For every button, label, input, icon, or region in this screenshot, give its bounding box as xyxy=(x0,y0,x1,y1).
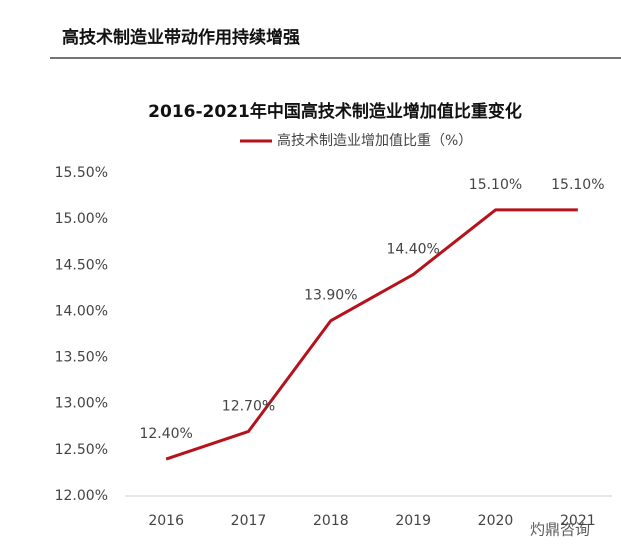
data-label: 15.10% xyxy=(469,177,522,193)
data-label: 13.90% xyxy=(304,288,357,304)
x-tick-label: 2021 xyxy=(560,513,596,529)
data-line xyxy=(165,208,578,461)
y-tick-label: 14.00% xyxy=(55,303,108,319)
y-tick-label: 14.50% xyxy=(55,257,108,273)
data-label: 12.40% xyxy=(139,426,192,442)
x-tick-label: 2020 xyxy=(478,513,514,529)
data-label: 15.10% xyxy=(551,177,604,193)
x-tick-label: 2019 xyxy=(395,513,431,529)
section-title: 高技术制造业带动作用持续增强 xyxy=(62,27,300,48)
y-tick-label: 15.00% xyxy=(55,211,108,227)
x-tick-label: 2016 xyxy=(148,513,184,529)
y-tick-label: 13.50% xyxy=(55,350,108,366)
data-label: 14.40% xyxy=(386,242,439,258)
watermark: 灼鼎咨询 xyxy=(530,521,590,539)
legend-label: 高技术制造业增加值比重（%） xyxy=(277,132,472,149)
x-tick-label: 2018 xyxy=(313,513,349,529)
y-tick-label: 13.00% xyxy=(55,396,108,412)
y-tick-label: 12.50% xyxy=(55,442,108,458)
x-tick-label: 2017 xyxy=(231,513,267,529)
chart-title: 2016-2021年中国高技术制造业增加值比重变化 xyxy=(148,101,522,122)
data-label: 12.70% xyxy=(222,398,275,414)
y-tick-label: 12.00% xyxy=(55,488,108,504)
y-tick-label: 15.50% xyxy=(55,165,108,181)
